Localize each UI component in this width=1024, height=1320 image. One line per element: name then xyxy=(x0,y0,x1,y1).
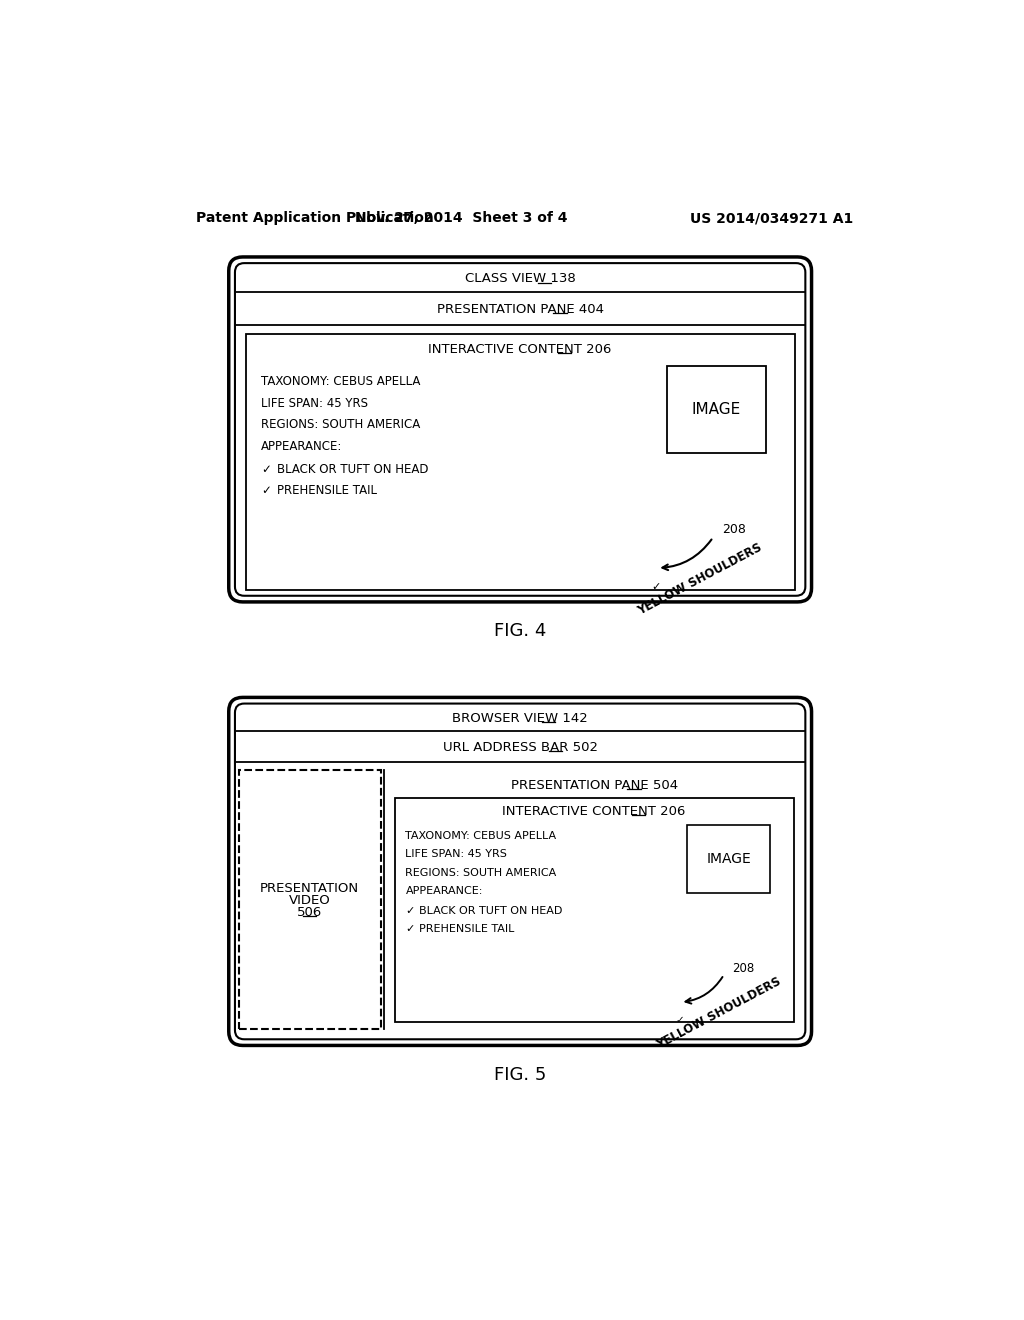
Text: 208: 208 xyxy=(722,523,746,536)
Text: INTERACTIVE CONTENT 206: INTERACTIVE CONTENT 206 xyxy=(503,805,686,818)
Text: Nov. 27, 2014  Sheet 3 of 4: Nov. 27, 2014 Sheet 3 of 4 xyxy=(355,211,567,226)
Text: PREHENSILE TAIL: PREHENSILE TAIL xyxy=(420,924,515,935)
Bar xyxy=(667,367,766,453)
Text: ✓: ✓ xyxy=(676,1015,685,1026)
Text: URL ADDRESS BAR 502: URL ADDRESS BAR 502 xyxy=(442,741,598,754)
Text: YELLOW SHOULDERS: YELLOW SHOULDERS xyxy=(636,540,764,618)
Text: REGIONS: SOUTH AMERICA: REGIONS: SOUTH AMERICA xyxy=(406,869,557,878)
Text: ✓: ✓ xyxy=(406,907,415,916)
Text: ✓: ✓ xyxy=(406,924,415,935)
Text: BROWSER VIEW 142: BROWSER VIEW 142 xyxy=(453,711,588,725)
FancyBboxPatch shape xyxy=(228,257,812,602)
Text: ✓: ✓ xyxy=(261,483,271,496)
Text: 506: 506 xyxy=(297,906,323,919)
Text: VIDEO: VIDEO xyxy=(289,894,331,907)
Text: US 2014/0349271 A1: US 2014/0349271 A1 xyxy=(690,211,853,226)
Text: ✓: ✓ xyxy=(261,463,271,477)
FancyBboxPatch shape xyxy=(228,697,812,1045)
Bar xyxy=(246,334,795,590)
Text: FIG. 5: FIG. 5 xyxy=(494,1065,547,1084)
Text: BLACK OR TUFT ON HEAD: BLACK OR TUFT ON HEAD xyxy=(420,907,563,916)
Bar xyxy=(239,770,381,1028)
Text: PRESENTATION: PRESENTATION xyxy=(260,882,359,895)
Text: IMAGE: IMAGE xyxy=(707,853,751,866)
Text: YELLOW SHOULDERS: YELLOW SHOULDERS xyxy=(655,974,783,1052)
Text: BLACK OR TUFT ON HEAD: BLACK OR TUFT ON HEAD xyxy=(276,463,428,477)
Bar xyxy=(394,797,794,1022)
Text: INTERACTIVE CONTENT 206: INTERACTIVE CONTENT 206 xyxy=(428,343,611,356)
Text: CLASS VIEW 138: CLASS VIEW 138 xyxy=(465,272,575,285)
Text: PRESENTATION PANE 404: PRESENTATION PANE 404 xyxy=(436,302,604,315)
Text: PRESENTATION PANE 504: PRESENTATION PANE 504 xyxy=(511,779,678,792)
FancyBboxPatch shape xyxy=(234,704,805,1039)
Bar xyxy=(687,825,770,892)
Text: 208: 208 xyxy=(732,962,754,975)
Text: TAXONOMY: CEBUS APELLA: TAXONOMY: CEBUS APELLA xyxy=(406,832,557,841)
Text: IMAGE: IMAGE xyxy=(691,401,740,417)
Text: APPEARANCE:: APPEARANCE: xyxy=(261,440,343,453)
Text: PREHENSILE TAIL: PREHENSILE TAIL xyxy=(276,483,377,496)
Text: Patent Application Publication: Patent Application Publication xyxy=(197,211,434,226)
Text: LIFE SPAN: 45 YRS: LIFE SPAN: 45 YRS xyxy=(406,850,507,859)
Text: LIFE SPAN: 45 YRS: LIFE SPAN: 45 YRS xyxy=(261,397,369,409)
Text: REGIONS: SOUTH AMERICA: REGIONS: SOUTH AMERICA xyxy=(261,418,421,432)
Text: APPEARANCE:: APPEARANCE: xyxy=(406,887,483,896)
Text: FIG. 4: FIG. 4 xyxy=(494,622,547,640)
Text: ✓: ✓ xyxy=(651,582,660,591)
Text: TAXONOMY: CEBUS APELLA: TAXONOMY: CEBUS APELLA xyxy=(261,375,421,388)
FancyBboxPatch shape xyxy=(234,263,805,595)
